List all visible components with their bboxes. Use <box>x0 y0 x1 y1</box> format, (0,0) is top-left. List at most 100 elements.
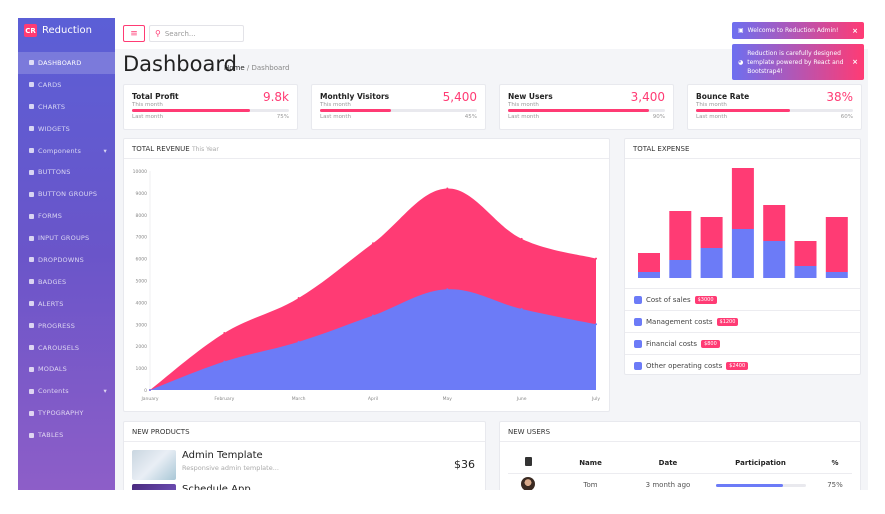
breadcrumb-current: Dashboard <box>251 64 290 72</box>
stat-progress <box>320 109 477 112</box>
card-header: TOTAL REVENUE This Year <box>124 139 609 159</box>
y-tick-label: 9000 <box>136 191 148 197</box>
card-title: NEW USERS <box>508 428 551 436</box>
stat-percent: 60% <box>840 114 853 120</box>
y-tick-label: 8000 <box>136 213 148 219</box>
stat-name: Total Profit <box>132 92 179 101</box>
modal-icon <box>29 366 34 372</box>
stat-value: 38% <box>826 90 853 104</box>
brand[interactable]: CR Reduction <box>24 24 92 37</box>
table-row[interactable]: Tom 3 month ago 75% <box>508 474 852 496</box>
form-icon <box>29 213 34 219</box>
expense-legend-item: Cost of sales $3000 <box>625 288 860 310</box>
brand-name: Reduction <box>42 25 92 36</box>
notification-welcome[interactable]: ▣ Welcome to Reduction Admin! × <box>732 22 864 39</box>
sidebar-item-dropdowns[interactable]: DROPDOWNS <box>18 249 115 271</box>
card-header: NEW USERS <box>500 422 860 442</box>
notification-info[interactable]: ◕ Reduction is carefully designed templa… <box>732 44 864 80</box>
x-tick-label: June <box>516 396 527 402</box>
revenue-data-point <box>595 323 597 326</box>
sidebar-item-input-groups[interactable]: INPUT GROUPS <box>18 227 115 249</box>
sidebar-item-label: BADGES <box>38 277 67 286</box>
sidebar-item-button-groups[interactable]: BUTTON GROUPS <box>18 183 115 205</box>
palette-icon: ◕ <box>738 58 744 66</box>
badge-icon <box>29 279 34 285</box>
y-tick-label: 10000 <box>133 169 147 175</box>
widgets-icon <box>29 126 34 132</box>
sidebar-item-dashboard[interactable]: DASHBOARD <box>18 52 115 74</box>
stat-progress <box>696 109 853 112</box>
x-tick-label: January <box>140 396 158 402</box>
user-name: Tom <box>583 481 598 489</box>
col-participation[interactable]: Participation <box>735 458 786 467</box>
sidebar-item-modals[interactable]: MODALS <box>18 358 115 380</box>
y-tick-label: 1000 <box>136 366 148 372</box>
legend-label: Management costs <box>646 317 713 326</box>
dashboard-icon <box>29 60 34 66</box>
sidebar-item-carousels[interactable]: CAROUSELS <box>18 337 115 359</box>
sidebar-item-label: BUTTON GROUPS <box>38 190 98 199</box>
stat-card: New Users 3,400 This month Last month 90… <box>499 84 674 130</box>
stat-value: 9.8k <box>262 90 289 104</box>
sidebar-item-charts[interactable]: CHARTS <box>18 96 115 118</box>
legend-badge: $1200 <box>716 317 739 326</box>
notification-text: Reduction is carefully designed template… <box>747 49 844 75</box>
col-date[interactable]: Date <box>658 458 678 467</box>
chevron-down-icon: ▾ <box>103 146 107 155</box>
sidebar-item-alerts[interactable]: ALERTS <box>18 293 115 315</box>
revenue-data-point <box>149 389 151 391</box>
sidebar-item-widgets[interactable]: WIDGETS <box>18 118 115 140</box>
y-tick-label: 5000 <box>136 279 148 285</box>
legend-badge: $800 <box>701 339 720 348</box>
brand-logo: CR <box>24 24 37 37</box>
user-date: 3 month ago <box>645 481 691 489</box>
close-icon[interactable]: × <box>852 26 858 35</box>
sidebar-item-label: DROPDOWNS <box>38 255 84 264</box>
sidebar-item-badges[interactable]: BADGES <box>18 271 115 293</box>
monitor-icon: ▣ <box>738 27 744 34</box>
expense-legend-item: Other operating costs $2400 <box>625 354 860 376</box>
product-price: $36 <box>454 458 475 471</box>
sidebar-item-typography[interactable]: TYPOGRAPHY <box>18 402 115 424</box>
legend-badge: $2400 <box>726 361 749 370</box>
x-tick-label: March <box>292 396 306 402</box>
breadcrumb-separator: / <box>246 64 250 72</box>
table-icon <box>29 432 34 438</box>
search-input[interactable]: ⚲ Search... <box>149 25 244 42</box>
stat-name: New Users <box>508 92 553 101</box>
bar-chart-icon <box>634 295 642 304</box>
card-icon <box>29 82 34 88</box>
breadcrumb-home[interactable]: Home <box>224 64 245 72</box>
stat-subtitle: This month <box>508 102 539 108</box>
typography-icon <box>29 410 34 416</box>
sidebar-item-buttons[interactable]: BUTTONS <box>18 161 115 183</box>
content-icon <box>29 388 34 394</box>
chart-icon <box>29 104 34 110</box>
sidebar-item-label: Components <box>38 146 82 155</box>
sidebar-item-tables[interactable]: TABLES <box>18 424 115 446</box>
close-icon[interactable]: × <box>852 57 858 66</box>
user-percent: 75% <box>827 481 843 489</box>
product-name: Admin Template <box>182 450 263 461</box>
card-header: NEW PRODUCTS <box>124 422 485 442</box>
total-expense-card: TOTAL EXPENSE Cost of sales $3000 Manageme… <box>624 138 861 375</box>
sidebar-item-forms[interactable]: FORMS <box>18 205 115 227</box>
expense-legend-item: Management costs $1200 <box>625 310 860 332</box>
sidebar-item-cards[interactable]: CARDS <box>18 74 115 96</box>
sidebar-item-label: PROGRESS <box>38 321 76 330</box>
sidebar-item-progress[interactable]: PROGRESS <box>18 315 115 337</box>
stat-name: Monthly Visitors <box>320 92 390 101</box>
stat-card: Monthly Visitors 5,400 This month Last m… <box>311 84 486 130</box>
pie-chart-icon <box>634 361 642 370</box>
x-tick-label: February <box>214 396 234 402</box>
stat-subtitle: This month <box>696 102 727 108</box>
expense-legend-item: Financial costs $800 <box>625 332 860 354</box>
product-item[interactable]: Admin Template Responsive admin template.… <box>132 450 279 480</box>
menu-toggle-button[interactable]: ≡ <box>123 25 145 42</box>
col-percent[interactable]: % <box>831 458 839 467</box>
col-name[interactable]: Name <box>579 458 602 467</box>
revenue-data-point <box>223 360 226 363</box>
participation-bar <box>703 483 818 487</box>
sidebar-item-components[interactable]: Components ▾ <box>18 140 115 162</box>
sidebar-item-contents[interactable]: Contents ▾ <box>18 380 115 402</box>
